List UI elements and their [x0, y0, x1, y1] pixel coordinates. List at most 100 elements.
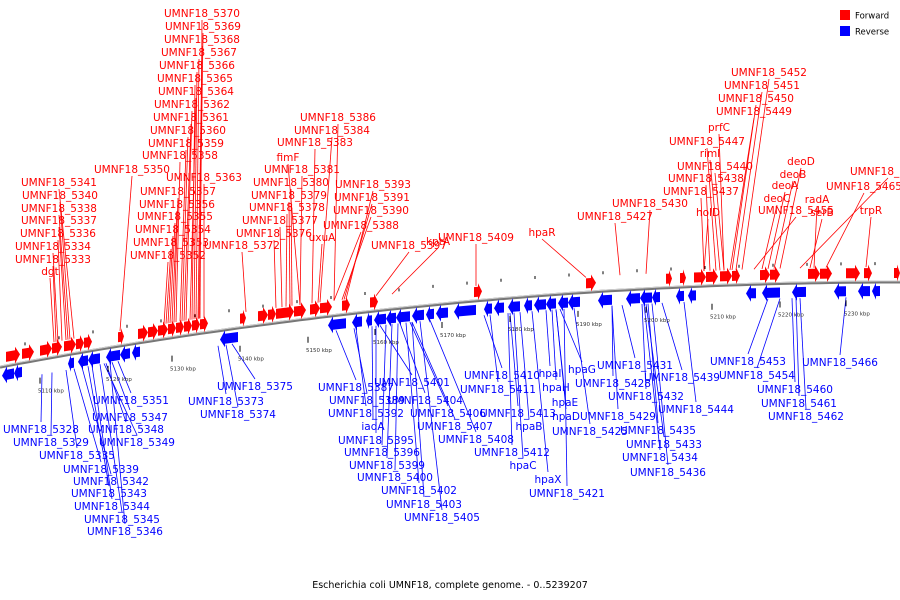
forward-gene-label[interactable]: UMNF18_5341 — [21, 177, 97, 189]
forward-gene-label[interactable]: UMNF18_5336 — [20, 228, 96, 240]
forward-gene-7[interactable] — [118, 328, 124, 346]
reverse-gene-label[interactable]: UMNF18_5408 — [438, 434, 514, 446]
forward-gene-2[interactable] — [40, 340, 52, 358]
reverse-gene-label[interactable]: UMNF18_5346 — [87, 526, 163, 538]
forward-gene-label[interactable]: UMNF18_5370 — [164, 8, 240, 20]
reverse-gene-10[interactable] — [352, 313, 362, 331]
reverse-gene-label[interactable]: hpaD — [552, 411, 580, 423]
forward-gene-12[interactable] — [176, 318, 184, 336]
reverse-gene-label[interactable]: hpaC — [509, 460, 536, 472]
forward-gene-31[interactable] — [720, 267, 732, 285]
reverse-gene-label[interactable]: UMNF18_5342 — [73, 476, 149, 488]
forward-gene-0[interactable] — [6, 346, 20, 364]
forward-gene-label[interactable]: UMNF18_5447 — [669, 136, 745, 148]
forward-gene-15[interactable] — [200, 315, 208, 333]
reverse-gene-label[interactable]: UMNF18_5453 — [710, 356, 786, 368]
forward-gene-39[interactable] — [894, 264, 900, 282]
forward-gene-label[interactable]: UMNF18_5376 — [236, 228, 312, 240]
reverse-gene-label[interactable]: UMNF18_5413 — [480, 408, 556, 420]
reverse-gene-label[interactable]: UMNF18_5404 — [387, 395, 463, 407]
reverse-gene-label[interactable]: UMNF18_5348 — [88, 424, 164, 436]
reverse-gene-6[interactable] — [120, 345, 130, 363]
reverse-gene-label[interactable]: hpaX — [535, 474, 562, 486]
forward-gene-label[interactable]: UMNF18_5393 — [335, 179, 411, 191]
reverse-gene-label[interactable]: hpaG — [568, 364, 596, 376]
forward-gene-label[interactable]: kptA — [426, 236, 451, 248]
reverse-gene-label[interactable]: UMNF18_5454 — [719, 370, 795, 382]
forward-gene-label[interactable]: UMNF18_5333 — [15, 254, 91, 266]
reverse-gene-label[interactable]: UMNF18_5436 — [630, 467, 706, 479]
forward-gene-label[interactable]: UMNF18_5366 — [159, 60, 235, 72]
reverse-gene-label[interactable]: UMNF18_5439 — [644, 372, 720, 384]
reverse-gene-9[interactable] — [328, 316, 346, 334]
forward-gene-label[interactable]: fimF — [277, 152, 300, 164]
forward-gene-38[interactable] — [864, 264, 872, 282]
forward-gene-1[interactable] — [22, 344, 34, 362]
forward-gene-10[interactable] — [158, 321, 168, 339]
reverse-gene-label[interactable]: UMNF18_5349 — [99, 437, 175, 449]
forward-gene-label[interactable]: holD — [696, 207, 720, 219]
reverse-gene-label[interactable]: UMNF18_5460 — [757, 384, 833, 396]
reverse-gene-label[interactable]: UMNF18_5339 — [63, 464, 139, 476]
forward-gene-29[interactable] — [694, 268, 706, 286]
reverse-gene-label[interactable]: UMNF18_5374 — [200, 409, 276, 421]
forward-gene-label[interactable]: UMNF18_5369 — [165, 21, 241, 33]
forward-gene-label[interactable]: UMNF18_5455 — [758, 205, 834, 217]
forward-gene-34[interactable] — [770, 266, 780, 284]
forward-gene-18[interactable] — [268, 305, 276, 323]
reverse-gene-20[interactable] — [494, 299, 504, 317]
forward-gene-label[interactable]: UMNF18_5438 — [668, 173, 744, 185]
reverse-gene-5[interactable] — [106, 347, 120, 365]
reverse-gene-34[interactable] — [762, 284, 780, 302]
reverse-gene-label[interactable]: UMNF18_5373 — [188, 396, 264, 408]
reverse-gene-label[interactable]: UMNF18_5387 — [318, 382, 394, 394]
reverse-gene-label[interactable]: UMNF18_5405 — [404, 512, 480, 524]
forward-gene-label[interactable]: UMNF18_5364 — [158, 86, 234, 98]
gene-labels[interactable]: UMNF18_5370UMNF18_5369UMNF18_5368UMNF18_… — [3, 8, 900, 538]
forward-gene-label[interactable]: UMNF18_5358 — [142, 150, 218, 162]
reverse-gene-label[interactable]: UMNF18_5328 — [3, 424, 79, 436]
reverse-gene-32[interactable] — [688, 287, 696, 304]
reverse-gene-label[interactable]: UMNF18_5411 — [460, 384, 536, 396]
forward-gene-label[interactable]: UMNF18_5372 — [204, 240, 280, 252]
forward-gene-label[interactable]: UMNF18_5357 — [140, 186, 216, 198]
forward-gene-37[interactable] — [846, 264, 860, 282]
forward-gene-label[interactable]: UMNF18_5388 — [323, 220, 399, 232]
reverse-gene-label[interactable]: UMNF18_5428 — [575, 378, 651, 390]
forward-gene-19[interactable] — [276, 303, 294, 321]
reverse-gene-15[interactable] — [412, 307, 424, 324]
forward-gene-label[interactable]: UMNF18_5450 — [718, 93, 794, 105]
reverse-gene-25[interactable] — [558, 294, 568, 312]
forward-gene-label[interactable]: UMNF18_5437 — [663, 186, 739, 198]
reverse-gene-18[interactable] — [454, 302, 476, 320]
reverse-gene-2[interactable] — [68, 354, 74, 372]
forward-gene-label[interactable]: UMNF18_5427 — [577, 211, 653, 223]
forward-gene-label[interactable]: prfC — [708, 122, 730, 134]
forward-gene-35[interactable] — [808, 265, 820, 283]
reverse-gene-27[interactable] — [598, 291, 612, 309]
forward-gene-11[interactable] — [168, 320, 176, 338]
forward-gene-label[interactable]: UMNF18_5449 — [716, 106, 792, 118]
reverse-gene-30[interactable] — [652, 288, 660, 306]
reverse-gene-11[interactable] — [366, 312, 372, 330]
forward-gene-label[interactable]: UMNF18_5379 — [251, 190, 327, 202]
forward-gene-label[interactable]: UMNF18_5360 — [150, 125, 226, 137]
forward-gene-16[interactable] — [240, 309, 246, 327]
forward-gene-label[interactable]: UMNF18_5381 — [264, 164, 340, 176]
reverse-gene-label[interactable]: hpaH — [542, 382, 570, 394]
reverse-gene-label[interactable]: UMNF18_5461 — [761, 398, 837, 410]
forward-gene-label[interactable]: uxuA — [309, 232, 337, 244]
reverse-gene-23[interactable] — [534, 296, 546, 314]
forward-gene-label[interactable]: UMNF18_5380 — [253, 177, 329, 189]
reverse-gene-label[interactable]: UMNF18_5407 — [417, 421, 493, 433]
reverse-gene-label[interactable]: UMNF18_5345 — [84, 514, 160, 526]
reverse-gene-label[interactable]: UMNF18_5410 — [464, 370, 540, 382]
forward-gene-4[interactable] — [64, 336, 76, 354]
reverse-gene-label[interactable]: UMNF18_5412 — [474, 447, 550, 459]
forward-gene-label[interactable]: UMNF18_5465 — [826, 181, 900, 193]
forward-gene-label[interactable]: UMNF18_5356 — [139, 199, 215, 211]
forward-gene-label[interactable]: serB — [810, 207, 833, 219]
forward-gene-26[interactable] — [586, 274, 596, 292]
reverse-gene-label[interactable]: UMNF18_5392 — [328, 408, 404, 420]
forward-gene-33[interactable] — [760, 266, 770, 284]
